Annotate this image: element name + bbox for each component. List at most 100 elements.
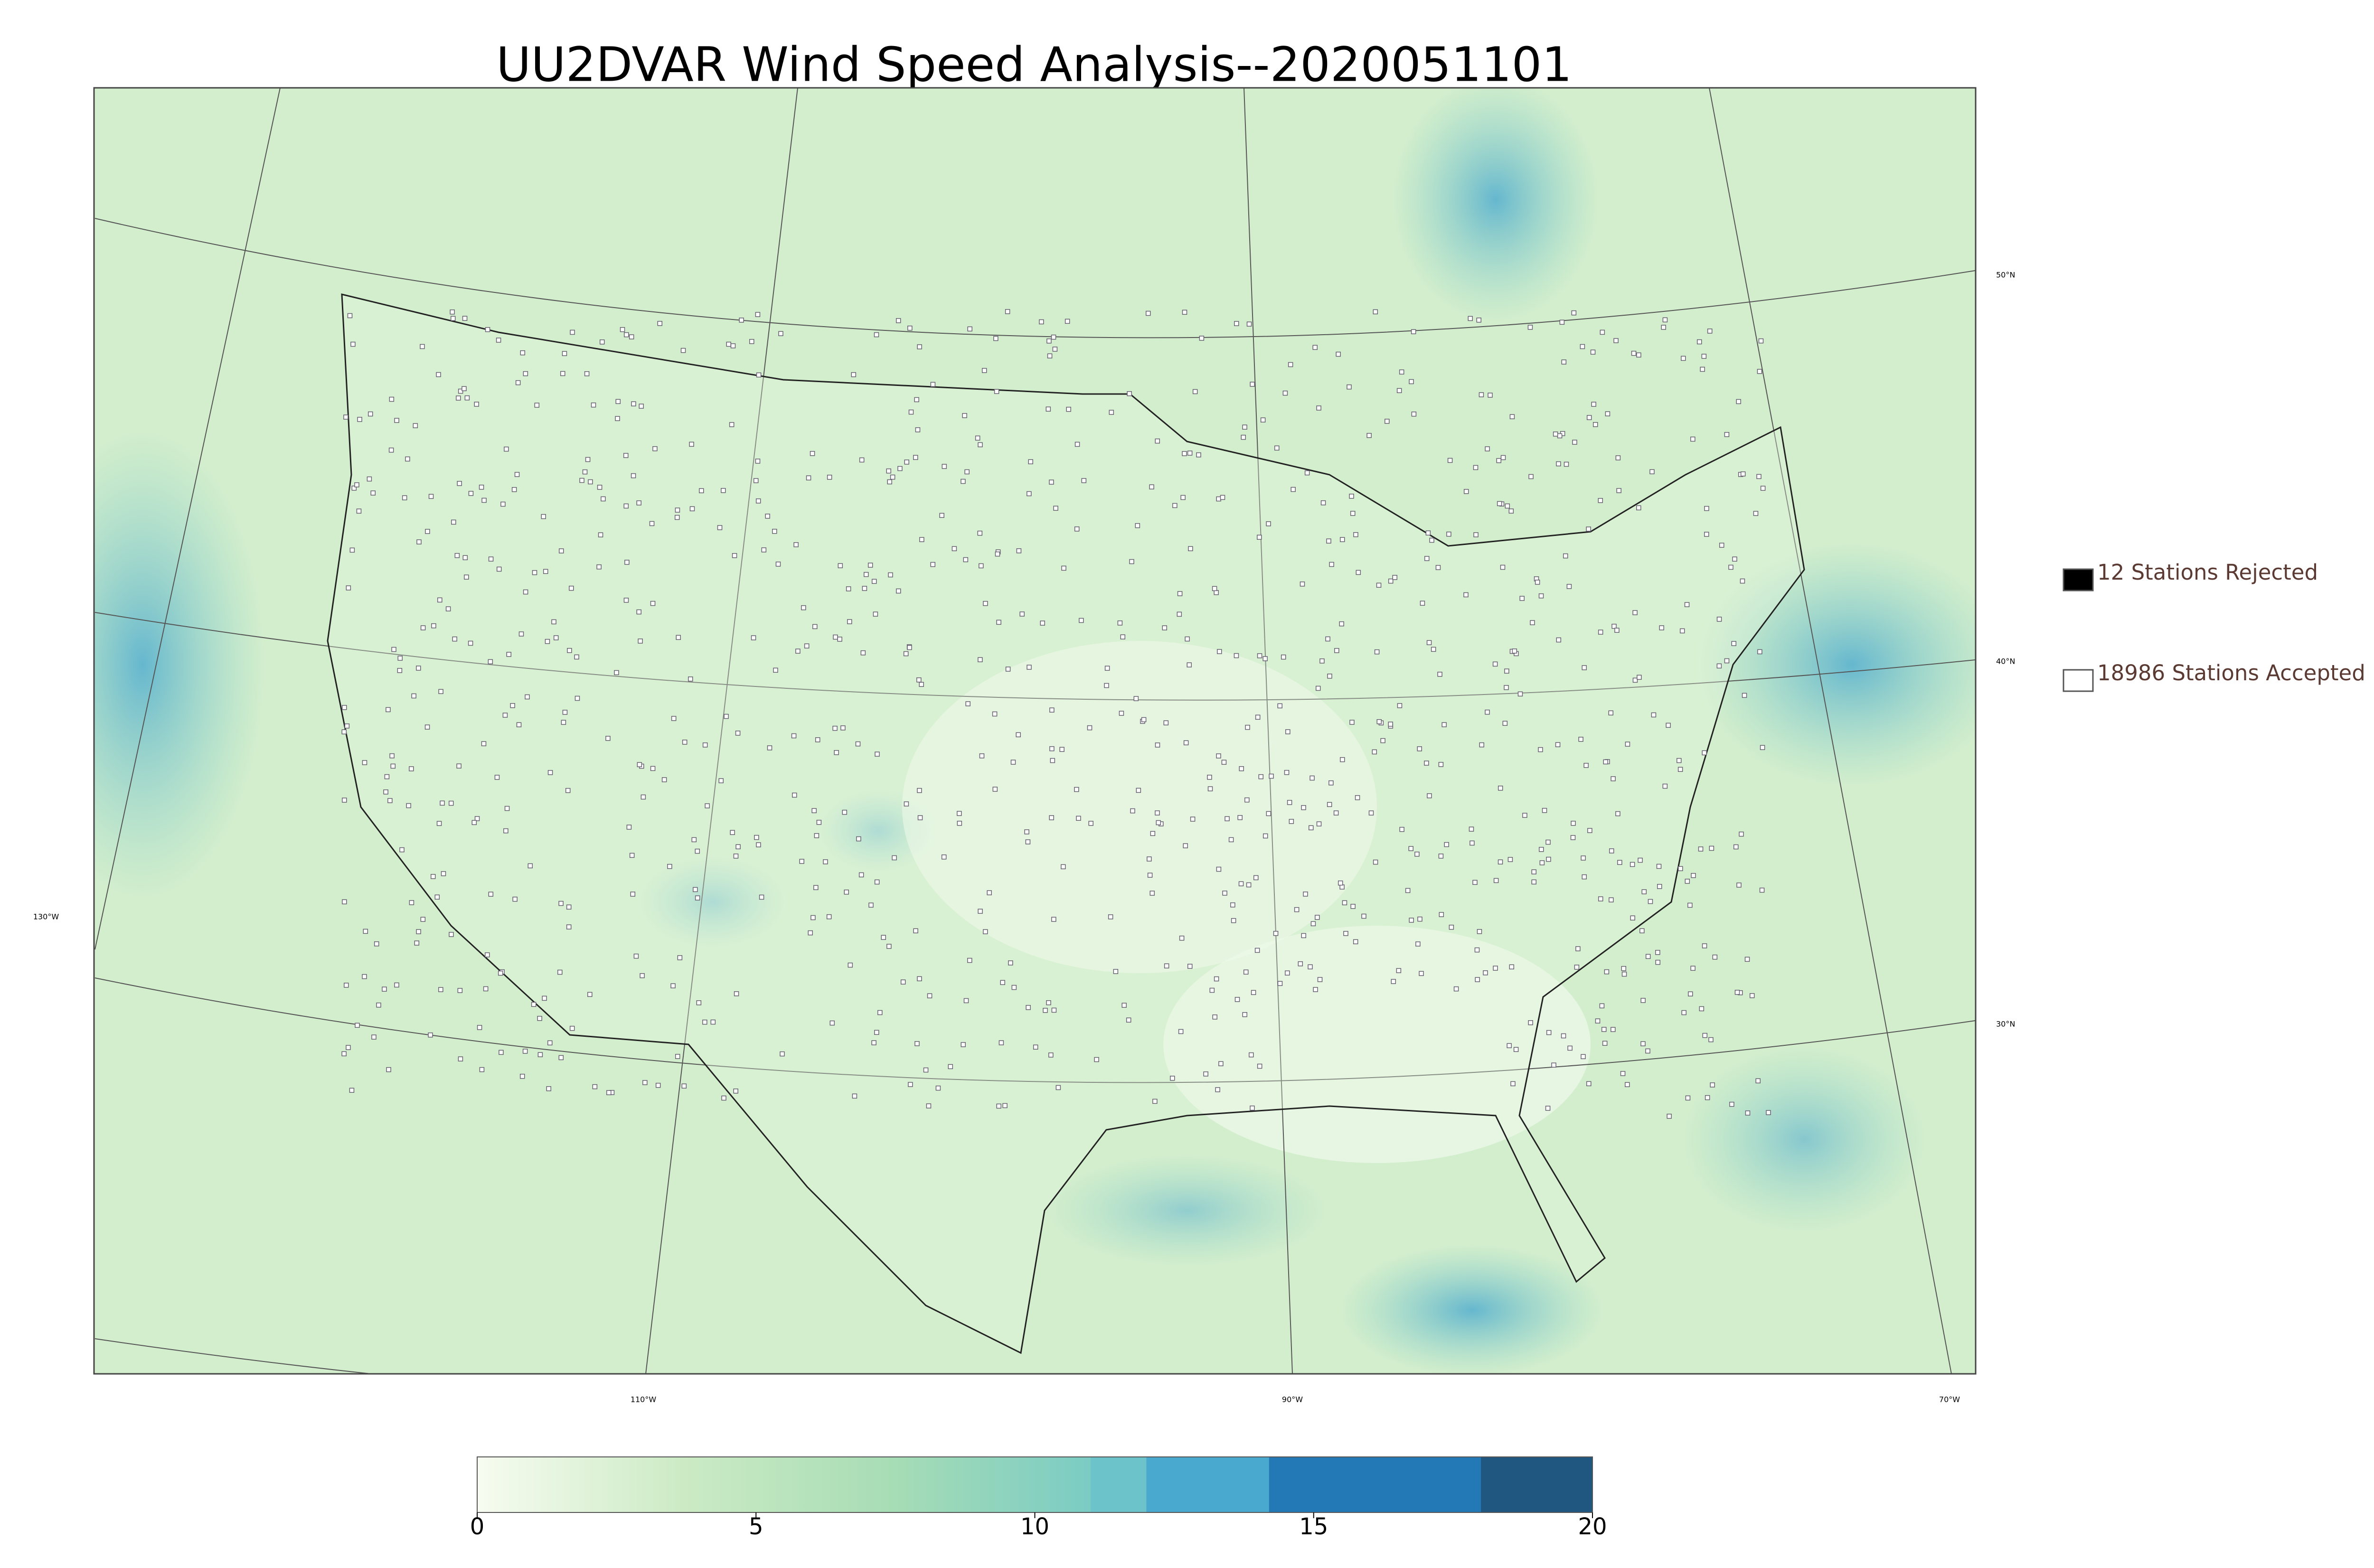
station-marker	[351, 485, 357, 491]
station-marker	[1535, 580, 1540, 585]
station-marker	[454, 553, 460, 558]
station-marker	[367, 411, 373, 417]
station-marker	[1681, 1010, 1686, 1015]
station-marker	[1155, 810, 1160, 816]
station-marker	[702, 742, 708, 748]
station-marker	[1027, 665, 1032, 670]
station-marker	[1274, 445, 1280, 451]
station-marker	[957, 811, 962, 816]
stations	[341, 309, 1771, 1119]
station-marker	[1528, 1020, 1533, 1025]
station-marker	[1732, 556, 1737, 562]
station-marker	[624, 560, 630, 565]
station-marker	[1002, 1103, 1008, 1108]
station-marker	[512, 896, 518, 902]
station-marker	[1172, 503, 1178, 508]
station-marker	[409, 766, 414, 771]
station-marker	[975, 435, 980, 441]
station-marker	[867, 563, 873, 568]
station-marker	[1561, 1033, 1566, 1039]
station-marker	[445, 606, 451, 611]
station-marker	[1709, 845, 1715, 851]
station-marker	[547, 770, 553, 775]
station-marker	[816, 819, 822, 825]
station-marker	[965, 701, 970, 706]
station-marker	[1690, 966, 1696, 971]
station-marker	[636, 500, 641, 506]
station-marker	[477, 1025, 482, 1030]
station-marker	[510, 703, 515, 708]
colorbar-segment	[1090, 1457, 1147, 1512]
station-marker	[1690, 436, 1696, 442]
station-marker	[642, 1080, 648, 1085]
station-marker	[1303, 892, 1308, 897]
station-marker	[1025, 839, 1031, 845]
station-marker	[962, 413, 967, 418]
station-marker	[1531, 879, 1536, 885]
station-marker	[1651, 712, 1657, 718]
station-marker	[721, 1095, 726, 1101]
station-marker	[1447, 458, 1453, 463]
station-marker	[1320, 500, 1326, 506]
station-marker	[999, 1040, 1004, 1045]
station-marker	[1766, 1110, 1771, 1115]
station-marker	[1349, 493, 1354, 499]
station-marker	[682, 740, 688, 745]
station-marker	[1179, 935, 1185, 941]
station-marker	[500, 501, 506, 507]
station-marker	[479, 484, 484, 490]
station-marker	[531, 1002, 537, 1007]
station-marker	[488, 892, 494, 897]
station-marker	[1453, 986, 1459, 992]
station-marker	[596, 564, 602, 570]
station-marker	[1566, 584, 1572, 589]
station-marker	[963, 557, 969, 563]
station-marker	[868, 902, 874, 908]
station-marker	[1685, 1095, 1691, 1101]
station-marker	[479, 1067, 485, 1072]
station-marker	[383, 789, 388, 795]
station-marker	[1609, 897, 1614, 902]
station-marker	[436, 821, 442, 826]
station-marker	[1733, 844, 1739, 850]
station-marker	[532, 570, 537, 575]
station-marker	[751, 635, 756, 640]
station-marker	[1632, 610, 1638, 615]
station-marker	[1638, 857, 1643, 863]
station-marker	[978, 442, 983, 448]
station-marker	[1492, 661, 1498, 667]
station-marker	[1498, 859, 1503, 864]
station-marker	[1228, 837, 1234, 843]
station-marker	[840, 725, 846, 731]
station-marker	[1050, 758, 1055, 763]
station-marker	[1757, 649, 1762, 655]
station-marker	[810, 451, 815, 456]
station-marker	[1074, 441, 1080, 447]
station-marker	[1340, 757, 1345, 762]
station-marker	[506, 652, 512, 657]
station-marker	[1133, 696, 1139, 701]
station-marker	[387, 798, 393, 803]
station-marker	[992, 711, 998, 717]
station-marker	[979, 753, 985, 759]
station-marker	[1380, 738, 1385, 743]
station-marker	[405, 456, 410, 462]
station-marker	[1049, 746, 1055, 751]
station-marker	[636, 609, 641, 615]
station-marker	[1243, 969, 1249, 975]
station-marker	[1710, 1082, 1715, 1088]
station-marker	[523, 589, 528, 595]
station-marker	[626, 825, 632, 830]
station-marker	[516, 722, 522, 727]
station-marker	[1591, 402, 1596, 407]
station-marker	[629, 334, 634, 339]
station-marker	[1190, 817, 1196, 822]
station-marker	[1238, 881, 1244, 886]
lon-label: 130°W	[33, 912, 59, 921]
station-marker	[430, 874, 436, 879]
station-marker	[620, 327, 625, 332]
station-marker	[1312, 345, 1318, 350]
station-marker	[376, 1002, 381, 1008]
station-marker	[1698, 846, 1704, 852]
station-marker	[1572, 440, 1577, 445]
